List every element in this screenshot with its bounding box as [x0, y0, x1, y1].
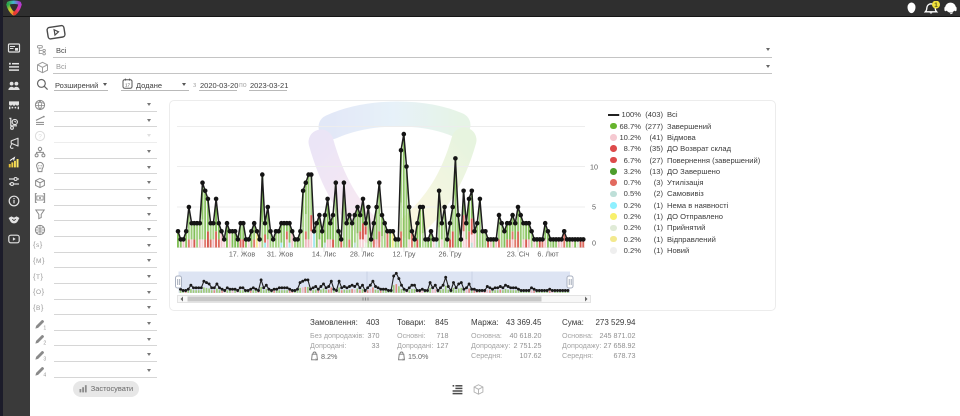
svg-text:6. Лют: 6. Лют	[537, 250, 559, 259]
svg-text:31. Жов: 31. Жов	[266, 250, 293, 259]
svg-text:1: 1	[43, 325, 46, 329]
svg-text:12. Гру: 12. Гру	[392, 250, 415, 259]
svg-text:14. Лис: 14. Лис	[311, 250, 336, 259]
svg-text:x: x	[402, 357, 404, 361]
svg-text:26. Гру: 26. Гру	[438, 250, 461, 259]
svg-text:28. Лис: 28. Лис	[349, 250, 374, 259]
svg-text:10: 10	[590, 163, 598, 172]
svg-text:23. Січ: 23. Січ	[506, 250, 529, 259]
svg-text:4: 4	[43, 372, 46, 376]
svg-text:x: x	[315, 357, 317, 361]
svg-text:2: 2	[43, 341, 46, 345]
svg-text:5: 5	[592, 203, 596, 212]
svg-text:?: ?	[38, 133, 42, 140]
svg-text:0: 0	[592, 239, 596, 248]
svg-text:3: 3	[43, 356, 46, 360]
svg-text:17. Жов: 17. Жов	[228, 250, 255, 259]
svg-text:17: 17	[125, 83, 131, 88]
svg-text:1: 1	[934, 2, 938, 9]
